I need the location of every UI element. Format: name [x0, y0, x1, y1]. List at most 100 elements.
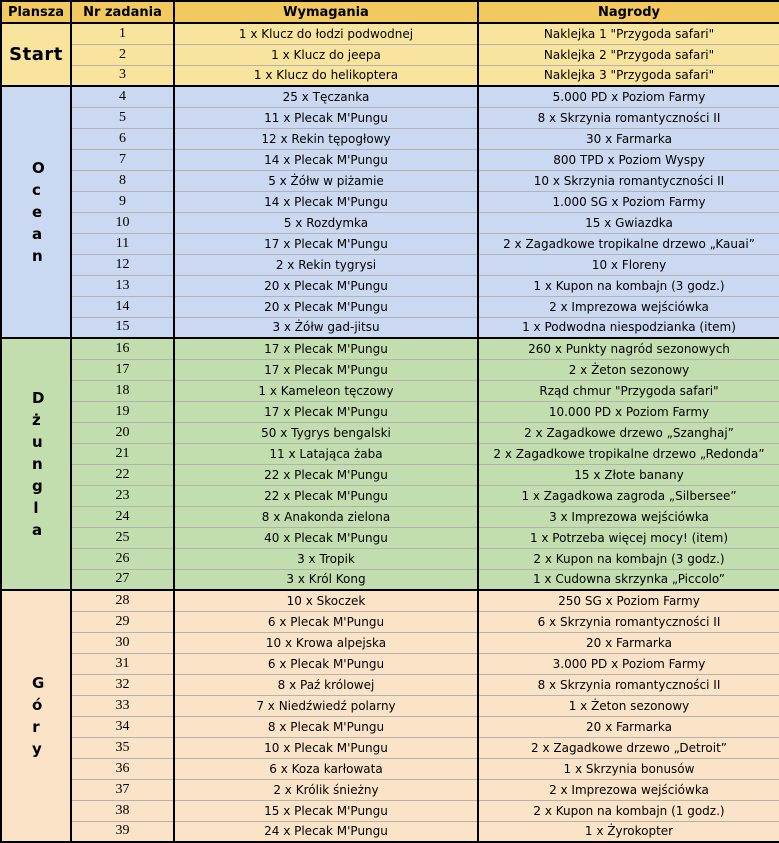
task-row: Góry 28 10 x Skoczek 250 SG x Poziom Farmy: [0, 589, 779, 842]
requirement-cell: 3 x Król Kong: [173, 568, 478, 590]
section-label-cell: Start: [0, 22, 71, 86]
requirement-cell: 6 x Plecak M'Pungu: [173, 652, 478, 674]
column-header-wymagania: Wymagania: [173, 0, 478, 24]
task-row: 31 6 x Plecak M'Pungu 3.000 PD x Poziom Fa…: [1, 652, 779, 674]
requirement-cell: 20 x Plecak M'Pungu: [173, 274, 478, 296]
task-number-cell: 22: [70, 463, 174, 485]
task-row: 7 14 x Plecak M'Pungu 800 TPD x Poziom Wys…: [1, 148, 779, 170]
section-label-cell: Ocean: [0, 85, 71, 338]
task-row: 15 3 x Żółw gad-jitsu 1 x Podwodna niespod…: [1, 316, 779, 338]
reward-cell: 1 x Podwodna niespodzianka (item): [477, 316, 779, 338]
reward-cell: 10.000 PD x Poziom Farmy: [477, 400, 779, 422]
requirement-cell: 12 x Rekin tępogłowy: [173, 127, 478, 149]
task-row: 22 22 x Plecak M'Pungu 15 x Złote banany: [1, 463, 779, 485]
task-number-cell: 30: [70, 631, 174, 653]
task-number-cell: 38: [70, 799, 174, 821]
task-number-cell: 39: [70, 820, 174, 842]
section-label-cell: Dżungla: [0, 337, 71, 590]
task-row: 21 11 x Latająca żaba 2 x Zagadkowe tropik…: [1, 442, 779, 464]
task-number-cell: 29: [70, 610, 174, 632]
task-row: 14 20 x Plecak M'Pungu 2 x Imprezowa wejśc…: [1, 295, 779, 317]
requirement-cell: 1 x Klucz do łodzi podwodnej: [173, 22, 478, 44]
requirement-cell: 22 x Plecak M'Pungu: [173, 484, 478, 506]
reward-cell: 1 x Potrzeba więcej mocy! (item): [477, 526, 779, 548]
task-row: Dżungla 16 17 x Plecak M'Pungu 260 x Punkty…: [0, 337, 779, 590]
section-label-cell: Góry: [0, 589, 71, 842]
reward-cell: 260 x Punkty nagród sezonowych: [477, 337, 779, 359]
reward-cell: 8 x Skrzynia romantyczności II: [477, 673, 779, 695]
reward-cell: 3.000 PD x Poziom Farmy: [477, 652, 779, 674]
reward-cell: 2 x Imprezowa wejściówka: [477, 778, 779, 800]
task-number-cell: 24: [70, 505, 174, 527]
requirement-cell: 17 x Plecak M'Pungu: [173, 232, 478, 254]
reward-cell: 1 x Żeton sezonowy: [477, 694, 779, 716]
requirement-cell: 6 x Plecak M'Pungu: [173, 610, 478, 632]
task-row: 33 7 x Niedźwiedź polarny 1 x Żeton sezono…: [1, 694, 779, 716]
task-number-cell: 21: [70, 442, 174, 464]
task-number-cell: 36: [70, 757, 174, 779]
task-row: Ocean 4 25 x Tęczanka 5.000 PD x Poziom Far…: [0, 85, 779, 338]
reward-cell: 3 x Imprezowa wejściówka: [477, 505, 779, 527]
reward-cell: 1 x Zagadkowa zagroda „Silbersee”: [477, 484, 779, 506]
section-label: Start: [9, 44, 63, 65]
task-number-cell: 11: [70, 232, 174, 254]
reward-cell: 800 TPD x Poziom Wyspy: [477, 148, 779, 170]
reward-cell: 1 x Skrzynia bonusów: [477, 757, 779, 779]
task-row: 35 10 x Plecak M'Pungu 2 x Zagadkowe drzew…: [1, 736, 779, 758]
section-label: Dżungla: [32, 389, 45, 539]
task-number-cell: 2: [70, 43, 174, 65]
task-row: 30 10 x Krowa alpejska 20 x Farmarka: [1, 631, 779, 653]
reward-cell: Naklejka 1 "Przygoda safari": [477, 22, 779, 44]
reward-cell: 2 x Kupon na kombajn (3 godz.): [477, 547, 779, 569]
reward-cell: 6 x Skrzynia romantyczności II: [477, 610, 779, 632]
task-number-cell: 31: [70, 652, 174, 674]
requirement-cell: 17 x Plecak M'Pungu: [173, 358, 478, 380]
task-number-cell: 35: [70, 736, 174, 758]
task-number-cell: 18: [70, 379, 174, 401]
requirement-cell: 7 x Niedźwiedź polarny: [173, 694, 478, 716]
reward-cell: 15 x Gwiazdka: [477, 211, 779, 233]
task-number-cell: 6: [70, 127, 174, 149]
header-row: Plansza Nr zadania Wymagania Nagrody: [0, 0, 779, 24]
task-row: 18 1 x Kameleon tęczowy Rząd chmur "Przygo…: [1, 379, 779, 401]
requirement-cell: 40 x Plecak M'Pungu: [173, 526, 478, 548]
requirement-cell: 22 x Plecak M'Pungu: [173, 463, 478, 485]
requirement-cell: 15 x Plecak M'Pungu: [173, 799, 478, 821]
reward-cell: 2 x Żeton sezonowy: [477, 358, 779, 380]
requirement-cell: 25 x Tęczanka: [173, 85, 478, 107]
task-number-cell: 33: [70, 694, 174, 716]
reward-cell: 1 x Kupon na kombajn (3 godz.): [477, 274, 779, 296]
task-number-cell: 34: [70, 715, 174, 737]
task-number-cell: 20: [70, 421, 174, 443]
task-number-cell: 5: [70, 106, 174, 128]
requirement-cell: 8 x Anakonda zielona: [173, 505, 478, 527]
reward-cell: 5.000 PD x Poziom Farmy: [477, 85, 779, 107]
task-number-cell: 10: [70, 211, 174, 233]
reward-cell: Naklejka 2 "Przygoda safari": [477, 43, 779, 65]
reward-cell: 2 x Kupon na kombajn (1 godz.): [477, 799, 779, 821]
requirement-cell: 14 x Plecak M'Pungu: [173, 148, 478, 170]
requirement-cell: 11 x Latająca żaba: [173, 442, 478, 464]
task-number-cell: 16: [70, 337, 174, 359]
reward-cell: 1.000 SG x Poziom Farmy: [477, 190, 779, 212]
column-header-nr-zadania: Nr zadania: [70, 0, 174, 24]
task-number-cell: 14: [70, 295, 174, 317]
reward-cell: 2 x Imprezowa wejściówka: [477, 295, 779, 317]
task-number-cell: 32: [70, 673, 174, 695]
reward-cell: 1 x Cudowna skrzynka „Piccolo”: [477, 568, 779, 590]
requirement-cell: 5 x Rozdymka: [173, 211, 478, 233]
task-number-cell: 13: [70, 274, 174, 296]
reward-cell: 30 x Farmarka: [477, 127, 779, 149]
task-row: 39 24 x Plecak M'Pungu 1 x Żyrokopter: [1, 820, 779, 842]
requirement-cell: 8 x Plecak M'Pungu: [173, 715, 478, 737]
task-row: 27 3 x Król Kong 1 x Cudowna skrzynka „Pic…: [1, 568, 779, 590]
task-number-cell: 4: [70, 85, 174, 107]
reward-cell: 10 x Floreny: [477, 253, 779, 275]
task-row: 17 17 x Plecak M'Pungu 2 x Żeton sezonowy: [1, 358, 779, 380]
task-row: 13 20 x Plecak M'Pungu 1 x Kupon na kombaj…: [1, 274, 779, 296]
reward-cell: Naklejka 3 "Przygoda safari": [477, 64, 779, 86]
